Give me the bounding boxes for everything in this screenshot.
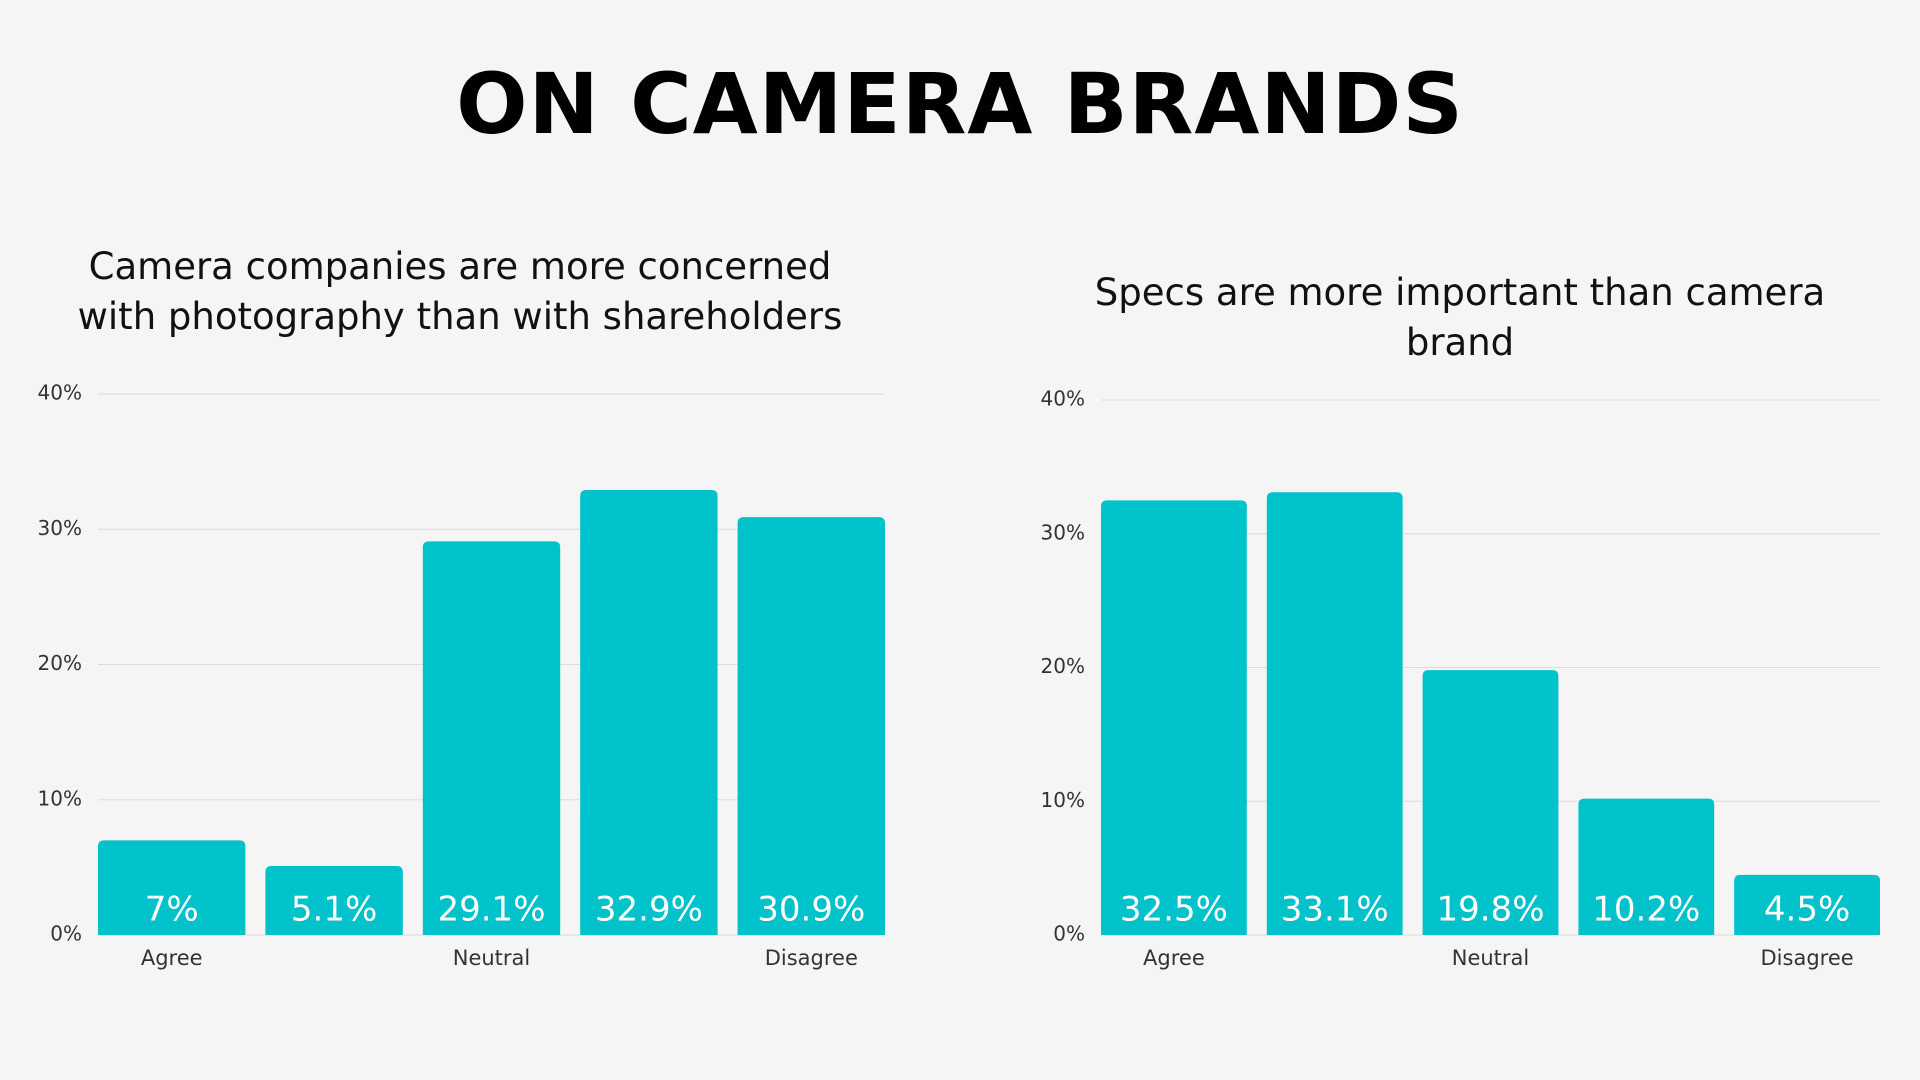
y-tick-label: 10% — [38, 786, 82, 810]
value-label: 7% — [145, 890, 199, 930]
bar — [580, 490, 718, 935]
bar — [1734, 874, 1880, 935]
chart-title: Specs are more important than camera bra… — [1094, 271, 1826, 364]
bar — [1101, 500, 1247, 935]
bar — [737, 517, 885, 935]
value-label: 5.1% — [291, 890, 377, 930]
y-tick-label: 0% — [1053, 922, 1085, 946]
chart-title: Camera companies are more concerned with… — [77, 245, 843, 338]
bar — [265, 866, 403, 935]
bar — [98, 840, 246, 935]
bar — [422, 541, 561, 935]
value-label: 29.1% — [437, 890, 545, 930]
bar — [1266, 492, 1403, 935]
y-tick-label: 30% — [1041, 520, 1085, 544]
value-label: 10.2% — [1592, 890, 1700, 930]
x-tick-label: Agree — [141, 946, 203, 970]
bar — [1422, 670, 1559, 935]
value-label: 4.5% — [1764, 890, 1850, 930]
page-title: ON CAMERA BRANDS — [456, 55, 1464, 153]
value-label: 32.9% — [595, 890, 703, 930]
x-tick-label: Disagree — [1761, 946, 1854, 970]
y-tick-label: 20% — [1041, 654, 1085, 678]
value-label: 33.1% — [1281, 890, 1389, 930]
x-tick-label: Agree — [1143, 946, 1205, 970]
y-tick-label: 40% — [38, 381, 82, 405]
value-label: 32.5% — [1120, 890, 1228, 930]
bar — [1578, 798, 1715, 935]
value-label: 19.8% — [1436, 890, 1544, 930]
y-tick-label: 40% — [1041, 387, 1085, 411]
x-tick-label: Neutral — [1452, 946, 1530, 970]
x-tick-label: Neutral — [453, 946, 531, 970]
value-label: 30.9% — [757, 890, 865, 930]
y-tick-label: 20% — [38, 651, 82, 675]
x-tick-label: Disagree — [765, 946, 858, 970]
y-tick-label: 10% — [1041, 788, 1085, 812]
y-tick-label: 0% — [50, 922, 82, 946]
y-tick-label: 30% — [38, 516, 82, 540]
